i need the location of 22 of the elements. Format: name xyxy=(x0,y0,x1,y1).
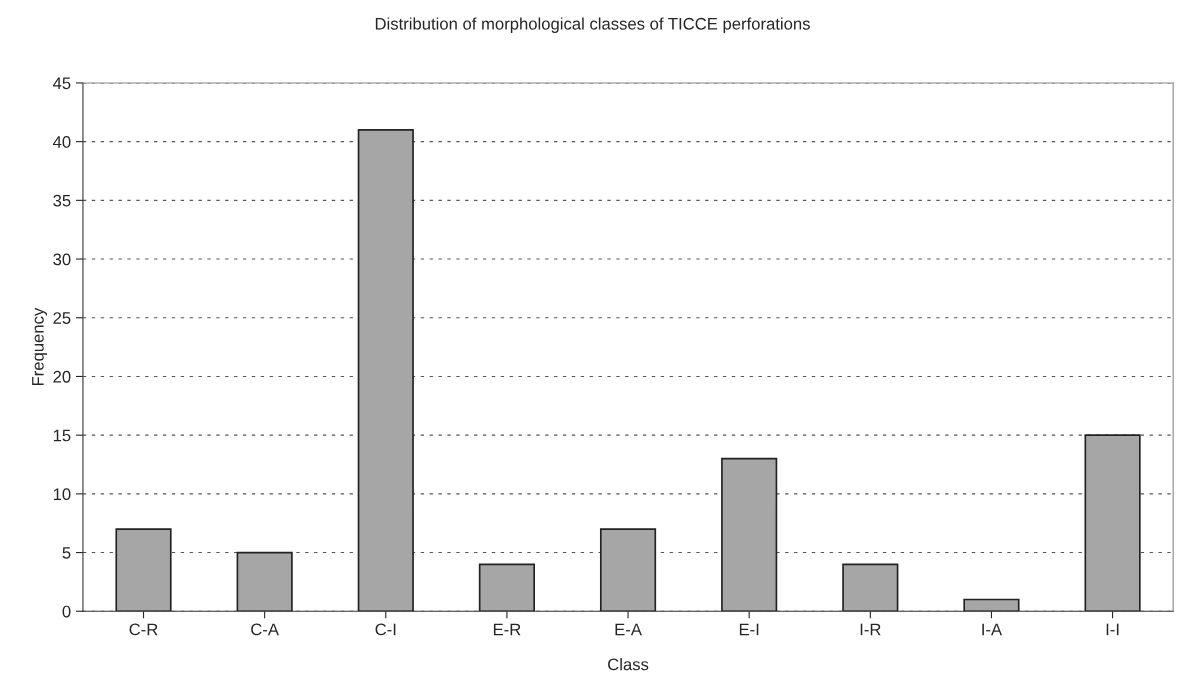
y-axis-title: Frequency xyxy=(32,307,48,386)
x-tick-label: C-A xyxy=(251,623,279,636)
y-tick-label: 15 xyxy=(53,429,71,442)
y-tick-label: 45 xyxy=(52,77,71,90)
y-tick-label: 0 xyxy=(62,605,71,618)
x-tick-label: I-A xyxy=(982,623,1003,636)
y-tick-label: 5 xyxy=(62,547,71,559)
x-tick-label: I-R xyxy=(860,623,881,636)
y-tick-label: 25 xyxy=(53,312,71,324)
x-tick-label: I-I xyxy=(1106,623,1119,636)
x-axis-title: Class xyxy=(608,658,649,671)
x-tick-label: C-I xyxy=(375,623,396,636)
x-tick-label: C-R xyxy=(129,623,158,636)
y-tick-label: 30 xyxy=(53,253,71,266)
chart-title: Distribution of morphological classes of TICCE perforations xyxy=(375,17,810,33)
y-tick-label: 10 xyxy=(53,488,71,501)
y-tick-label: 40 xyxy=(52,136,71,148)
y-tick-label: 20 xyxy=(53,370,71,383)
x-tick-label: E-A xyxy=(615,623,642,636)
x-tick-label: E-R xyxy=(493,623,521,636)
x-tick-label: E-I xyxy=(739,623,759,636)
y-tick-label: 35 xyxy=(53,194,71,207)
